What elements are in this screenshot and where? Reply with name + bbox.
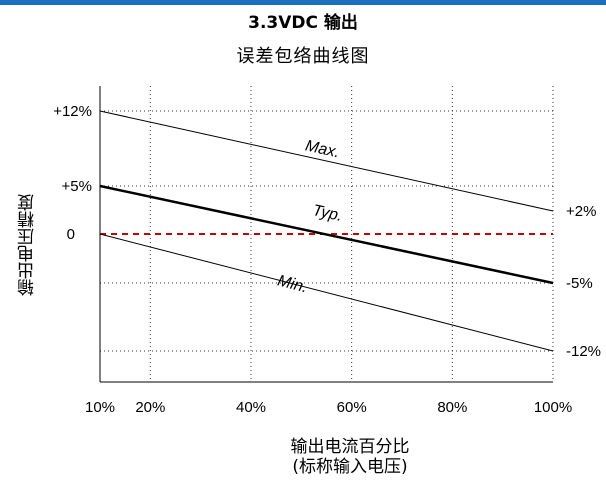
x-tick-label: 40% xyxy=(236,399,266,416)
y-tick-label-right: +2% xyxy=(566,203,596,220)
series-label-typ: Typ. xyxy=(311,202,344,225)
header-bar xyxy=(0,0,606,5)
y-tick-label-left: 0 xyxy=(67,226,75,243)
x-tick-label: 10% xyxy=(85,399,115,416)
x-axis-label-line1: 输出电流百分比 xyxy=(290,437,410,457)
series-label-max: Max. xyxy=(304,137,342,161)
series-line-max xyxy=(99,110,554,212)
y-tick-label-left: +5% xyxy=(62,178,92,195)
x-axis-label: 输出电流百分比 (标称输入电压) xyxy=(210,437,490,477)
y-tick-label-left: +12% xyxy=(53,103,92,120)
y-tick-label-right: -12% xyxy=(566,343,601,360)
series-label-min: Min. xyxy=(276,272,310,296)
x-tick-label: 20% xyxy=(135,399,165,416)
x-tick-label: 80% xyxy=(437,399,467,416)
x-tick-label: 60% xyxy=(337,399,367,416)
x-axis-label-line2: (标称输入电压) xyxy=(292,457,408,477)
series-line-min xyxy=(99,233,554,352)
y-tick-label-right: -5% xyxy=(566,275,593,292)
chart-subtitle: 误差包络曲线图 xyxy=(236,46,370,67)
series-line-typ xyxy=(99,184,554,285)
x-tick-label: 100% xyxy=(534,399,572,416)
y-axis-label: 输出电压精度 xyxy=(18,194,38,296)
chart-title: 3.3VDC 输出 xyxy=(248,13,358,33)
